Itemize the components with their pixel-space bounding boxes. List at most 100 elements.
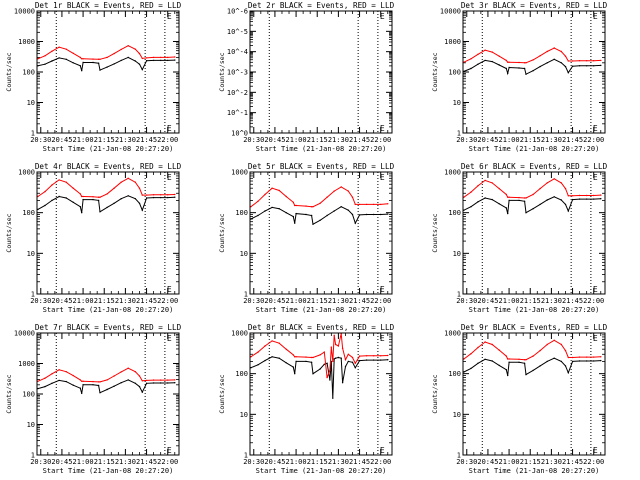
series-events-point: [498, 64, 500, 66]
series-lld-point: [160, 194, 162, 196]
series-lld-point: [523, 197, 526, 199]
series-events-point: [141, 391, 143, 393]
series-lld-point: [347, 190, 349, 192]
series-events-point: [97, 384, 100, 387]
x-tick-label: 21:30: [115, 297, 136, 305]
series-events-point: [508, 199, 510, 202]
x-tick-label: 21:00: [286, 297, 307, 305]
series-events-point: [51, 199, 53, 202]
series-events-point: [97, 199, 100, 202]
series-lld-point: [92, 196, 94, 198]
series-lld-point: [586, 60, 588, 62]
series-lld-point: [470, 58, 472, 60]
plot-title: Det 9r BLACK = Events, RED = LLD: [461, 323, 608, 332]
plot-title: Det 6r BLACK = Events, RED = LLD: [461, 162, 608, 171]
series-events-point: [58, 379, 60, 382]
series-lld-point: [79, 379, 82, 381]
series-events-point: [600, 198, 602, 200]
series-events-point: [477, 63, 479, 65]
x-tick-label: 21:30: [541, 297, 562, 305]
y-tick-label: 10000: [14, 330, 35, 338]
x-tick-label: 21:00: [286, 136, 307, 144]
series-lld-point: [539, 55, 541, 57]
series-events-point: [334, 357, 337, 359]
x-tick-label: 20:30: [456, 136, 477, 144]
series-lld-point: [333, 334, 335, 336]
series-lld-point: [106, 56, 108, 59]
series-events-point: [326, 214, 328, 217]
series-events-point: [257, 214, 259, 217]
series-lld-point: [72, 187, 74, 189]
series-events-point: [546, 62, 548, 64]
x-axis-label: Start Time (21-Jan-08 20:27:20): [469, 467, 600, 475]
series-lld-point: [141, 57, 143, 60]
e-marker: E: [380, 124, 385, 133]
series-events-point: [294, 373, 296, 375]
series-events-point: [344, 365, 347, 368]
series-lld-point: [470, 353, 472, 355]
series-events-point: [523, 67, 526, 70]
series-events-point: [174, 59, 176, 61]
series-events-line: [250, 206, 388, 225]
y-tick-label: 100: [448, 69, 461, 77]
y-tick-label: 100: [22, 209, 35, 217]
series-lld-line: [37, 45, 175, 60]
series-lld-point: [525, 62, 527, 64]
series-events-point: [507, 374, 509, 377]
series-lld-point: [560, 50, 562, 53]
series-events-point: [351, 361, 354, 363]
y-tick-label: 10^0: [231, 130, 248, 138]
series-events-point: [586, 198, 588, 200]
series-lld-point: [312, 356, 314, 359]
series-events-point: [152, 59, 155, 62]
x-axis-label: Start Time (21-Jan-08 20:27:20): [469, 145, 600, 153]
series-lld-point: [99, 196, 101, 198]
series-lld-line: [37, 177, 175, 198]
e-marker: E: [593, 446, 598, 455]
series-events-point: [586, 360, 588, 362]
series-events-point: [525, 212, 527, 214]
y-tick-label: 1: [31, 130, 35, 138]
x-tick-label: 21:45: [349, 136, 370, 144]
x-tick-label: 21:45: [562, 136, 583, 144]
x-axis-label: Start Time (21-Jan-08 20:27:20): [43, 145, 174, 153]
y-axis-label: Counts/sec: [5, 213, 13, 252]
y-tick-label: 10^-2: [227, 89, 248, 97]
series-lld-point: [578, 356, 581, 358]
y-axis-label: Counts/sec: [218, 374, 226, 413]
series-events-point: [81, 392, 83, 395]
series-events-point: [127, 379, 129, 381]
x-axis-label: Start Time (21-Jan-08 20:27:20): [43, 467, 174, 475]
e-marker: E: [167, 124, 172, 133]
y-tick-label: 10: [27, 250, 35, 258]
x-tick-label: 21:00: [499, 136, 520, 144]
plot-title: Det 3r BLACK = Events, RED = LLD: [461, 1, 608, 10]
series-lld-point: [79, 193, 82, 195]
series-lld-point: [134, 48, 136, 50]
x-tick-label: 20:30: [243, 458, 264, 466]
series-lld-point: [271, 340, 273, 342]
series-events-point: [65, 58, 67, 60]
series-events-point: [358, 359, 361, 362]
series-events-point: [305, 360, 307, 363]
series-lld-point: [37, 380, 39, 382]
series-events-point: [578, 65, 581, 67]
series-lld-point: [127, 177, 129, 179]
series-events-point: [347, 209, 349, 211]
x-tick-label: 21:30: [541, 136, 562, 144]
series-events-point: [532, 208, 534, 210]
x-tick-label: 22:00: [157, 136, 178, 144]
series-lld-point: [127, 45, 129, 47]
x-tick-label: 21:15: [94, 458, 115, 466]
series-lld-point: [37, 58, 39, 60]
series-events-point: [586, 65, 588, 67]
y-tick-label: 10^-1: [227, 109, 248, 117]
series-events-point: [152, 196, 155, 199]
series-lld-point: [600, 59, 602, 62]
series-lld-point: [463, 61, 465, 63]
series-events-point: [292, 215, 294, 218]
series-events-point: [567, 372, 569, 374]
series-lld-point: [347, 353, 349, 355]
series-lld-point: [72, 52, 74, 54]
series-events-point: [491, 60, 493, 63]
